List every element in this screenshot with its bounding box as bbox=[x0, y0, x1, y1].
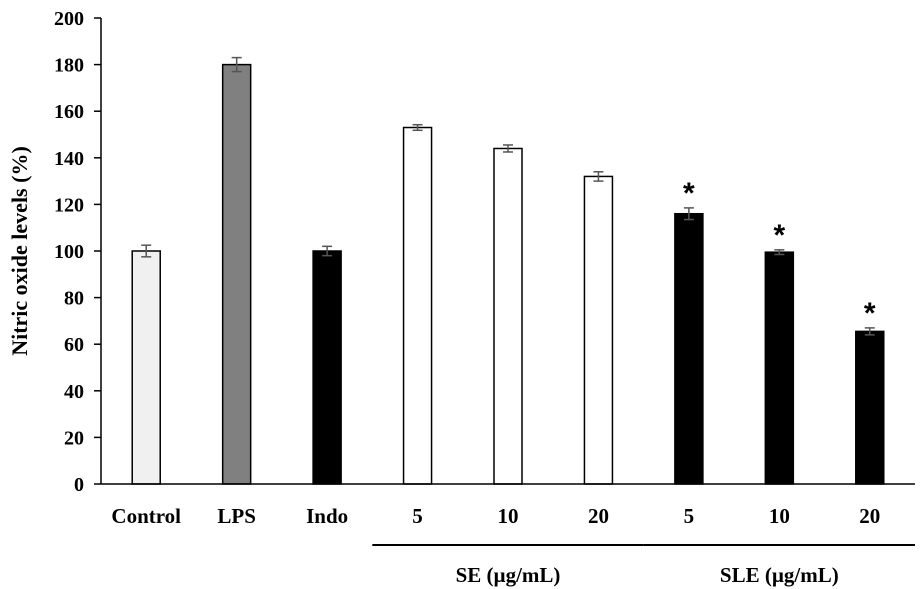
category-label: 5 bbox=[412, 504, 423, 528]
category-label: LPS bbox=[217, 504, 256, 528]
error-bar bbox=[683, 207, 694, 221]
y-tick-label: 20 bbox=[64, 427, 84, 449]
error-bar bbox=[231, 56, 242, 73]
category-label: 10 bbox=[498, 504, 519, 528]
y-tick-label: 160 bbox=[54, 101, 84, 123]
y-tick-label: 180 bbox=[54, 55, 84, 77]
category-label: 5 bbox=[684, 504, 695, 528]
category-label: 20 bbox=[588, 504, 609, 528]
error-bars bbox=[141, 56, 875, 336]
y-tick-label: 40 bbox=[64, 381, 84, 403]
category-label: 20 bbox=[859, 504, 880, 528]
category-label: Indo bbox=[306, 504, 348, 528]
category-label: Control bbox=[111, 504, 181, 528]
bar bbox=[583, 175, 614, 485]
group-label: SE (µg/mL) bbox=[456, 563, 561, 587]
bar-series bbox=[131, 63, 885, 485]
bar bbox=[221, 63, 252, 485]
error-bar bbox=[503, 144, 513, 153]
y-axis-title: Nitric oxide levels (%) bbox=[7, 146, 32, 356]
error-bar bbox=[593, 171, 604, 182]
y-tick-label: 120 bbox=[54, 194, 84, 216]
bar bbox=[493, 147, 523, 485]
group-labels: SE (µg/mL) SLE (µg/mL) bbox=[372, 544, 915, 587]
error-bar bbox=[322, 245, 333, 257]
y-tick-label: 100 bbox=[54, 241, 84, 263]
y-tick-label: 80 bbox=[64, 288, 84, 310]
error-bar bbox=[774, 249, 785, 256]
category-label: 10 bbox=[769, 504, 790, 528]
error-bar bbox=[141, 244, 152, 258]
y-tick-label: 200 bbox=[54, 8, 84, 30]
y-tick-label: 0 bbox=[74, 474, 84, 496]
error-bar bbox=[412, 123, 423, 132]
category-labels: Control LPS Indo 5 10 20 5 10 20 bbox=[111, 504, 880, 528]
y-tick-label: 60 bbox=[64, 334, 84, 356]
bar bbox=[764, 251, 795, 485]
bar bbox=[312, 250, 342, 485]
significance-mark: * bbox=[864, 297, 876, 330]
significance-mark: * bbox=[683, 177, 695, 210]
y-tick-label: 140 bbox=[54, 148, 84, 170]
group-label: SLE (µg/mL) bbox=[720, 563, 839, 587]
error-bar bbox=[864, 327, 875, 336]
bar bbox=[674, 212, 704, 485]
significance-marks: * * * bbox=[683, 177, 876, 330]
y-axis-ticks: 0 20 40 60 80 100 120 140 160 180 200 bbox=[54, 8, 101, 496]
bar bbox=[402, 126, 433, 485]
bar bbox=[131, 250, 161, 485]
bar bbox=[855, 330, 885, 485]
significance-mark: * bbox=[773, 219, 785, 252]
